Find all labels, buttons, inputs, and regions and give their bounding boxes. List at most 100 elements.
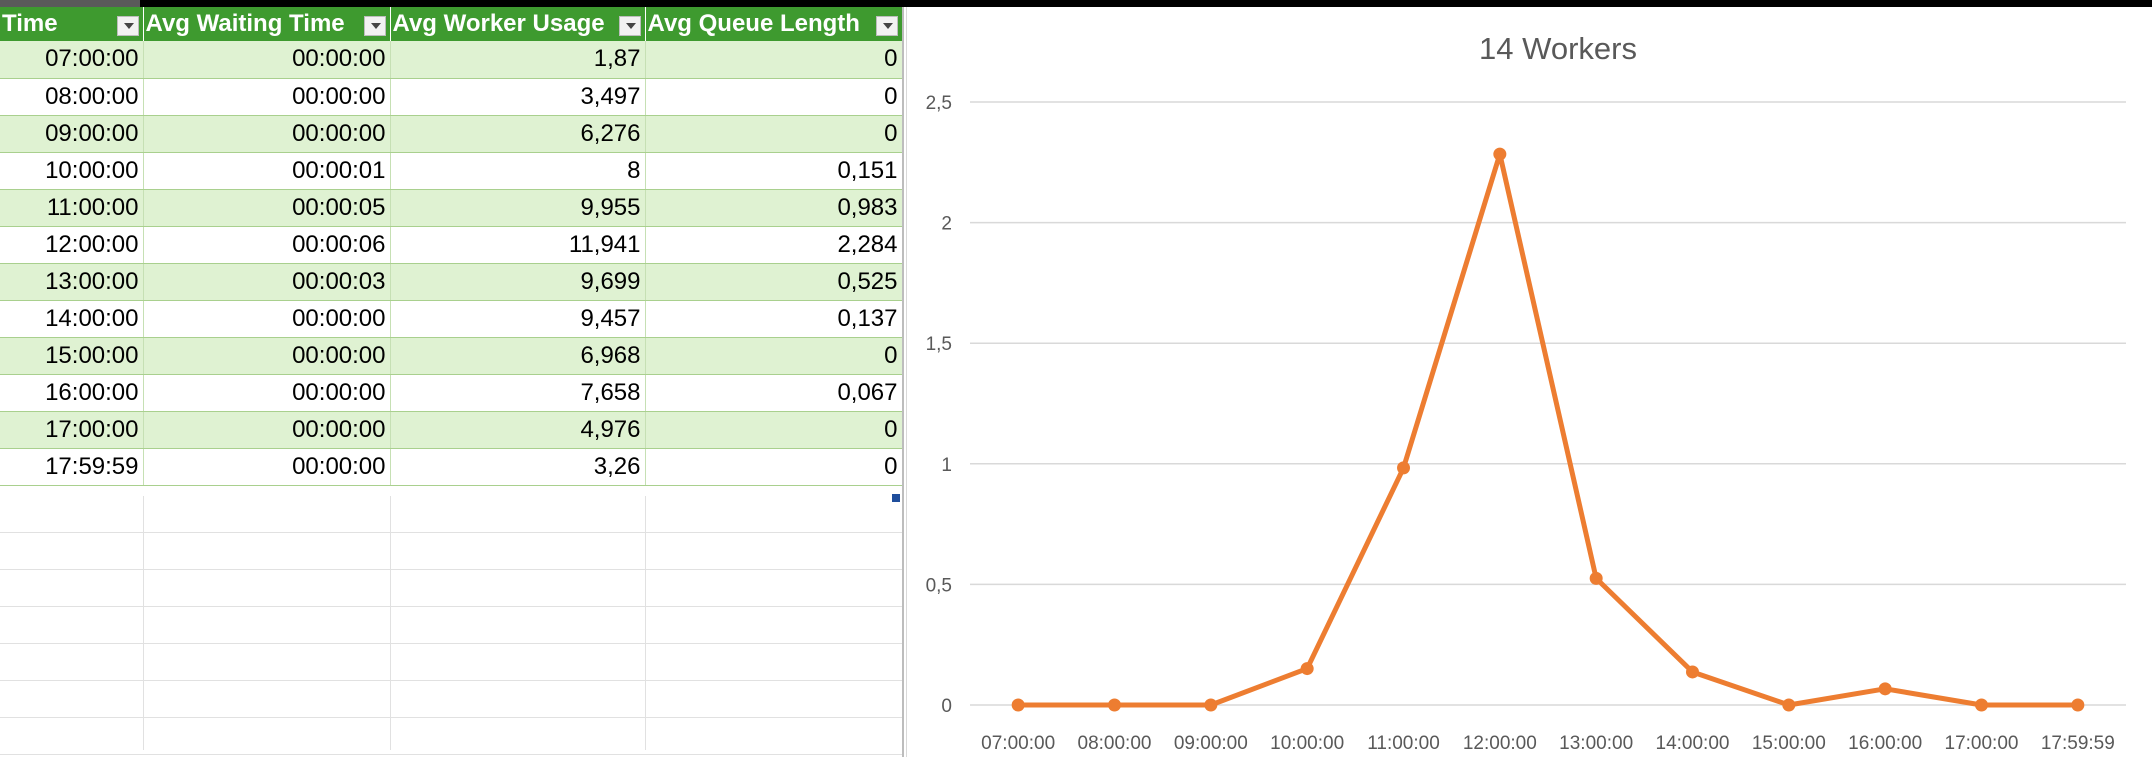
cell-avg-queue-length[interactable]: 0,067 [645, 374, 903, 412]
cell-time[interactable]: 10:00:00 [0, 152, 144, 190]
cell-avg-worker-usage[interactable]: 11,941 [390, 226, 646, 264]
cell-avg-waiting-time[interactable]: 00:00:00 [143, 78, 391, 116]
chart-title[interactable]: 14 Workers [1479, 31, 1637, 66]
cell-time[interactable]: 12:00:00 [0, 226, 144, 264]
empty-cells[interactable] [0, 496, 904, 755]
x-tick-label: 14:00:00 [1656, 733, 1730, 754]
y-tick-label: 1 [941, 455, 952, 476]
cell-avg-worker-usage[interactable]: 9,955 [390, 189, 646, 227]
y-tick-label: 2,5 [926, 93, 952, 114]
data-point[interactable] [1108, 698, 1121, 712]
table-row: 10:00:00 00:00:01 8 0,151 [0, 152, 903, 190]
header-avg-waiting-time[interactable]: Avg Waiting Time [143, 7, 391, 41]
empty-row[interactable] [0, 718, 904, 755]
cell-avg-queue-length[interactable]: 0 [645, 78, 903, 116]
data-point[interactable] [1397, 461, 1410, 475]
header-time[interactable]: Time [0, 7, 144, 41]
x-tick-label: 16:00:00 [1848, 733, 1922, 754]
data-point[interactable] [1589, 571, 1603, 585]
cell-time[interactable]: 17:59:59 [0, 448, 144, 486]
x-tick-label: 15:00:00 [1752, 733, 1826, 754]
cell-avg-waiting-time[interactable]: 00:00:00 [143, 374, 391, 412]
spreadsheet-grid[interactable]: Time Avg Waiting Time Avg Worker Usage A… [0, 7, 904, 757]
data-point[interactable] [1011, 698, 1025, 712]
cell-avg-waiting-time[interactable]: 00:00:01 [143, 152, 391, 190]
cell-avg-waiting-time[interactable]: 00:00:03 [143, 263, 391, 301]
cell-avg-waiting-time[interactable]: 00:00:00 [143, 448, 391, 486]
cell-avg-queue-length[interactable]: 0,137 [645, 300, 903, 338]
cell-avg-queue-length[interactable]: 0,983 [645, 189, 903, 227]
filter-dropdown-icon[interactable] [363, 16, 386, 36]
filter-dropdown-icon[interactable] [875, 16, 898, 36]
cell-avg-worker-usage[interactable]: 3,497 [390, 78, 646, 116]
data-point[interactable] [1300, 662, 1314, 676]
cell-time[interactable]: 14:00:00 [0, 300, 144, 338]
cell-time[interactable]: 15:00:00 [0, 337, 144, 375]
table-row: 17:59:59 00:00:00 3,26 0 [0, 448, 903, 486]
cell-avg-worker-usage[interactable]: 1,87 [390, 41, 646, 79]
table-row: 15:00:00 00:00:00 6,968 0 [0, 337, 903, 375]
cell-avg-queue-length[interactable]: 0 [645, 41, 903, 79]
cell-avg-worker-usage[interactable]: 8 [390, 152, 646, 190]
table-row: 08:00:00 00:00:00 3,497 0 [0, 78, 903, 116]
filter-dropdown-icon[interactable] [618, 16, 641, 36]
x-tick-label: 07:00:00 [981, 733, 1055, 754]
filter-dropdown-icon[interactable] [116, 16, 139, 36]
empty-row[interactable] [0, 496, 904, 533]
cell-avg-queue-length[interactable]: 0,525 [645, 263, 903, 301]
data-point[interactable] [1782, 698, 1796, 712]
cell-time[interactable]: 16:00:00 [0, 374, 144, 412]
cell-avg-worker-usage[interactable]: 6,276 [390, 115, 646, 153]
header-avg-queue-length[interactable]: Avg Queue Length [645, 7, 903, 41]
pane-divider[interactable] [902, 7, 904, 757]
cell-time[interactable]: 08:00:00 [0, 78, 144, 116]
empty-row[interactable] [0, 644, 904, 681]
table-resize-handle[interactable] [892, 494, 900, 502]
y-tick-label: 0 [941, 696, 952, 717]
cell-avg-worker-usage[interactable]: 9,699 [390, 263, 646, 301]
cell-avg-waiting-time[interactable]: 00:00:00 [143, 41, 391, 79]
cell-avg-worker-usage[interactable]: 4,976 [390, 411, 646, 449]
cell-avg-queue-length[interactable]: 0 [645, 411, 903, 449]
cell-avg-queue-length[interactable]: 0,151 [645, 152, 903, 190]
chart-canvas: 14 Workers 0 0,5 1 1,5 2 2,5 07:00:00 08:00:00 09… [926, 31, 2126, 754]
data-point[interactable] [2071, 698, 2085, 712]
cell-avg-worker-usage[interactable]: 9,457 [390, 300, 646, 338]
cell-avg-queue-length[interactable]: 0 [645, 448, 903, 486]
data-point[interactable] [1686, 665, 1699, 679]
empty-row[interactable] [0, 533, 904, 570]
cell-avg-waiting-time[interactable]: 00:00:00 [143, 115, 391, 153]
cell-time[interactable]: 17:00:00 [0, 411, 144, 449]
cell-avg-waiting-time[interactable]: 00:00:00 [143, 300, 391, 338]
header-avg-waiting-time-label: Avg Waiting Time [145, 10, 345, 37]
cell-avg-waiting-time[interactable]: 00:00:05 [143, 189, 391, 227]
data-point[interactable] [1493, 147, 1507, 161]
cell-avg-waiting-time[interactable]: 00:00:06 [143, 226, 391, 264]
cell-avg-queue-length[interactable]: 0 [645, 337, 903, 375]
cell-time[interactable]: 09:00:00 [0, 115, 144, 153]
data-point[interactable] [1878, 682, 1892, 696]
line-chart[interactable]: 14 Workers 0 0,5 1 1,5 2 2,5 07:00:00 08:00:00 09… [908, 7, 2152, 757]
x-tick-label: 17:00:00 [1945, 733, 2019, 754]
cell-avg-queue-length[interactable]: 2,284 [645, 226, 903, 264]
sheet-tab-edge [0, 0, 140, 7]
table-row: 17:00:00 00:00:00 4,976 0 [0, 411, 903, 449]
cell-avg-worker-usage[interactable]: 7,658 [390, 374, 646, 412]
empty-row[interactable] [0, 681, 904, 718]
data-point[interactable] [1204, 698, 1218, 712]
cell-avg-waiting-time[interactable]: 00:00:00 [143, 411, 391, 449]
cell-avg-worker-usage[interactable]: 3,26 [390, 448, 646, 486]
cell-time[interactable]: 11:00:00 [0, 189, 144, 227]
header-avg-worker-usage[interactable]: Avg Worker Usage [390, 7, 646, 41]
empty-row[interactable] [0, 607, 904, 644]
cell-avg-waiting-time[interactable]: 00:00:00 [143, 337, 391, 375]
x-tick-label: 10:00:00 [1270, 733, 1344, 754]
empty-row[interactable] [0, 570, 904, 607]
cell-avg-worker-usage[interactable]: 6,968 [390, 337, 646, 375]
header-time-label: Time [2, 10, 58, 37]
y-tick-label: 0,5 [926, 575, 952, 596]
cell-avg-queue-length[interactable]: 0 [645, 115, 903, 153]
cell-time[interactable]: 13:00:00 [0, 263, 144, 301]
data-point[interactable] [1975, 698, 1988, 712]
cell-time[interactable]: 07:00:00 [0, 41, 144, 79]
